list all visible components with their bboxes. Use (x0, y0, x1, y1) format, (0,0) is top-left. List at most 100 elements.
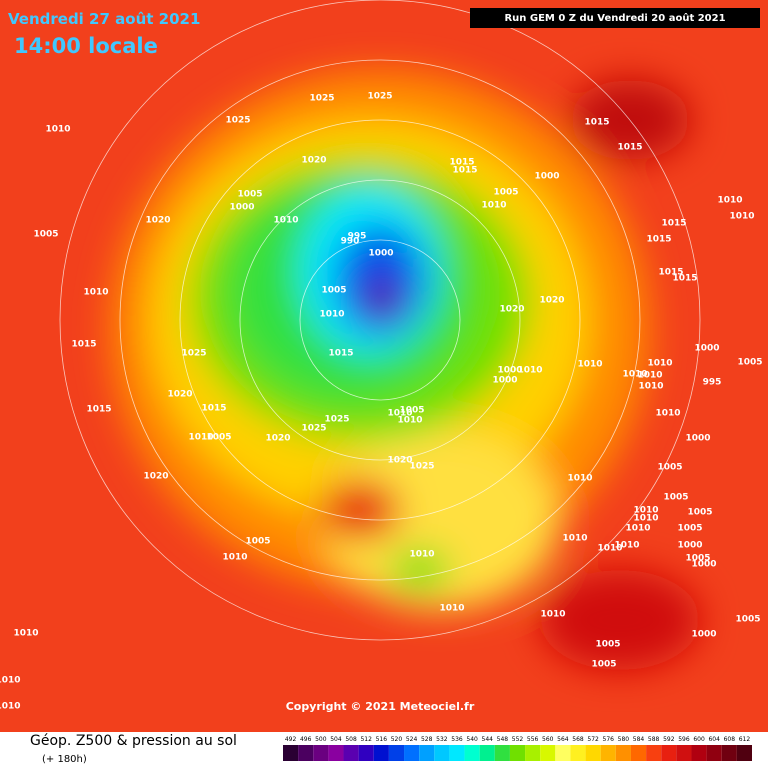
isobar-label: 1010 (637, 371, 662, 381)
isobar-label: 1000 (534, 172, 559, 182)
isobar-label: 1025 (367, 92, 392, 102)
scale-label: 500 (315, 736, 327, 743)
isobar-label: 1025 (181, 349, 206, 359)
scale-swatch (721, 745, 737, 761)
isobar-label: 1010 (439, 604, 464, 614)
isobar-label: 1010 (540, 610, 565, 620)
isobar-label: 1015 (452, 166, 477, 176)
scale-swatch (661, 745, 677, 761)
isolines (59, 0, 701, 641)
scale-label: 572 (587, 736, 599, 743)
isobar-label: 1015 (658, 268, 683, 278)
scale-label: 496 (300, 736, 312, 743)
scale-swatch (404, 745, 420, 761)
isobar-label: 1015 (449, 158, 474, 168)
isobar-label: 1000 (368, 249, 393, 259)
isobar-label: 1020 (145, 216, 170, 226)
scale-label: 556 (527, 736, 539, 743)
isobar-label: 1005 (493, 188, 518, 198)
isobar-label: 1025 (409, 462, 434, 472)
isobar-label: 1015 (328, 349, 353, 359)
isobar-label: 1005 (321, 286, 346, 296)
isobar-label: 1010 (517, 366, 542, 376)
scale-label: 516 (376, 736, 388, 743)
isobar-label: 1005 (685, 554, 710, 564)
isobar-label: 1015 (661, 219, 686, 229)
isobar-label: 1000 (497, 366, 522, 376)
isobar-label: 1020 (143, 472, 168, 482)
scale-swatch (328, 745, 344, 761)
isobar-label: 995 (703, 378, 722, 388)
run-label: Run GEM 0 Z du Vendredi 20 août 2021 (504, 12, 725, 24)
run-box (470, 8, 760, 28)
copyright: Copyright © 2021 Meteociel.fr (286, 700, 475, 713)
isobar-label: 1010 (562, 534, 587, 544)
isobar-label: 1000 (691, 630, 716, 640)
geopotential-field (110, 70, 700, 670)
isobar-label: 1020 (499, 305, 524, 315)
scale-label: 592 (663, 736, 675, 743)
isobar-label: 995 (348, 232, 367, 242)
isobar-label: 1010 (222, 553, 247, 563)
scale-swatch (479, 745, 495, 761)
scale-label: 552 (512, 736, 524, 743)
scale-label: 564 (557, 736, 569, 743)
scale-swatch (343, 745, 359, 761)
scale-swatch (449, 745, 465, 761)
isobar-label: 1000 (229, 203, 254, 213)
scale-swatch (691, 745, 707, 761)
scale-label: 524 (406, 736, 418, 743)
isobar-label: 1025 (225, 116, 250, 126)
isobar-label: 1010 (633, 506, 658, 516)
isobar-label: 1000 (691, 560, 716, 570)
isobar-label: 1005 (237, 190, 262, 200)
isobar-label: 1015 (71, 340, 96, 350)
scale-label: 584 (633, 736, 645, 743)
scale-label: 508 (345, 736, 357, 743)
scale-label: 596 (678, 736, 690, 743)
scale-label: 576 (603, 736, 615, 743)
isobar-label: 1010 (481, 201, 506, 211)
scale-swatch (555, 745, 571, 761)
scale-label: 588 (648, 736, 660, 743)
isobar-label: 1005 (591, 660, 616, 670)
scale-swatch (615, 745, 631, 761)
isobar-label: 1005 (206, 433, 231, 443)
isobar-label: 1010 (633, 514, 658, 524)
isobar-label: 1010 (273, 216, 298, 226)
isobar-label: 1025 (301, 424, 326, 434)
scale-swatch (464, 745, 480, 761)
scale-label: 568 (572, 736, 584, 743)
scale-swatch (509, 745, 526, 761)
isobar-label: 1005 (33, 230, 58, 240)
date-label: Vendredi 27 août 2021 (8, 10, 200, 28)
color-scale: 492 496 500 504 508 512 516 520 524 528 532 536 540 5… (283, 736, 752, 761)
scale-label: 504 (330, 736, 342, 743)
isobar-label: 990 (341, 237, 360, 247)
isobar-label: 1005 (595, 640, 620, 650)
isobar-label: 1010 (83, 288, 108, 298)
isobar-label: 1000 (492, 376, 517, 386)
scale-label: 600 (693, 736, 705, 743)
isobar-label: 1000 (694, 344, 719, 354)
isobar-label: 1005 (663, 493, 688, 503)
isobar-label: 1010 (567, 474, 592, 484)
scale-label: 604 (708, 736, 720, 743)
isobar-label: 1010 (729, 212, 754, 222)
isobar-label: 1015 (646, 235, 671, 245)
scale-label: 548 (497, 736, 509, 743)
isobar-label: 1005 (245, 537, 270, 547)
scale-swatch (540, 745, 556, 761)
isobar-label: 1000 (685, 434, 710, 444)
scale-label: 540 (466, 736, 478, 743)
scale-swatch (283, 745, 299, 761)
scale-swatch (630, 745, 647, 761)
scale-label: 608 (724, 736, 736, 743)
scale-swatch (298, 745, 314, 761)
isobar-label: 1010 (638, 382, 663, 392)
footer-subtitle: (+ 180h) (42, 754, 87, 765)
isobar-label: 1010 (0, 702, 21, 712)
